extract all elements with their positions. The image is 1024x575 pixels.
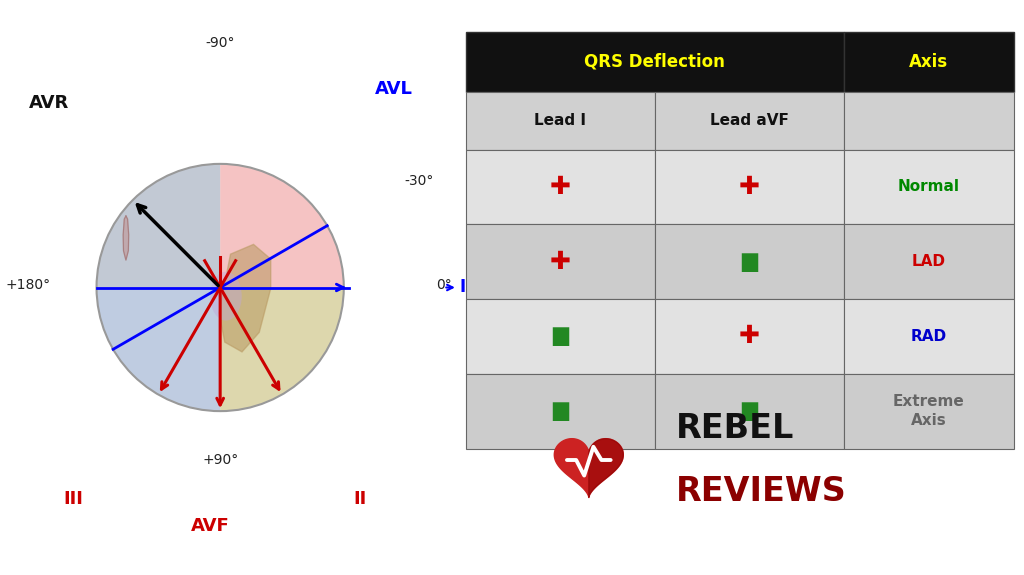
Ellipse shape bbox=[210, 272, 242, 321]
Bar bbox=[466, 150, 655, 224]
Text: LAD: LAD bbox=[911, 254, 946, 269]
Text: ✚: ✚ bbox=[739, 175, 760, 199]
Polygon shape bbox=[589, 439, 624, 497]
Text: AVL: AVL bbox=[376, 80, 413, 98]
Text: +90°: +90° bbox=[202, 453, 239, 467]
Text: ▇: ▇ bbox=[741, 252, 758, 271]
Bar bbox=[844, 374, 1014, 448]
Polygon shape bbox=[96, 288, 220, 411]
Bar bbox=[844, 299, 1014, 374]
Text: ▇: ▇ bbox=[552, 327, 568, 346]
Bar bbox=[655, 92, 844, 150]
Text: Lead aVF: Lead aVF bbox=[710, 113, 788, 128]
Polygon shape bbox=[554, 439, 624, 497]
Text: ✚: ✚ bbox=[550, 175, 571, 199]
Text: II: II bbox=[354, 490, 367, 508]
Text: REBEL: REBEL bbox=[676, 412, 795, 445]
Bar bbox=[844, 224, 1014, 299]
Text: RAD: RAD bbox=[910, 329, 947, 344]
Text: ✚: ✚ bbox=[550, 250, 571, 274]
Text: REVIEWS: REVIEWS bbox=[676, 475, 847, 508]
Text: Extreme
Axis: Extreme Axis bbox=[893, 394, 965, 428]
Polygon shape bbox=[220, 164, 344, 288]
Bar bbox=[655, 299, 844, 374]
Bar bbox=[655, 150, 844, 224]
Text: III: III bbox=[63, 490, 84, 508]
Bar bbox=[466, 92, 655, 150]
Text: -30°: -30° bbox=[404, 174, 434, 188]
Text: AVF: AVF bbox=[190, 517, 229, 535]
Bar bbox=[844, 92, 1014, 150]
Bar bbox=[655, 224, 844, 299]
Text: AVR: AVR bbox=[29, 94, 70, 113]
Text: ▇: ▇ bbox=[741, 401, 758, 421]
Text: 0°: 0° bbox=[436, 278, 452, 292]
Bar bbox=[466, 32, 844, 92]
Bar bbox=[466, 224, 655, 299]
Bar bbox=[844, 150, 1014, 224]
Bar bbox=[655, 374, 844, 448]
Text: +180°: +180° bbox=[5, 278, 50, 292]
Text: ✚: ✚ bbox=[739, 324, 760, 348]
Text: I: I bbox=[460, 278, 466, 297]
Text: ▇: ▇ bbox=[552, 401, 568, 421]
Text: Lead I: Lead I bbox=[535, 113, 587, 128]
Bar bbox=[466, 299, 655, 374]
Text: -90°: -90° bbox=[206, 36, 234, 50]
Text: QRS Deflection: QRS Deflection bbox=[585, 53, 725, 71]
Text: Normal: Normal bbox=[898, 179, 959, 194]
Bar bbox=[844, 32, 1014, 92]
Polygon shape bbox=[219, 244, 270, 352]
Text: Axis: Axis bbox=[909, 53, 948, 71]
Polygon shape bbox=[123, 216, 129, 260]
Polygon shape bbox=[96, 164, 220, 288]
Bar bbox=[466, 374, 655, 448]
Polygon shape bbox=[220, 288, 344, 411]
